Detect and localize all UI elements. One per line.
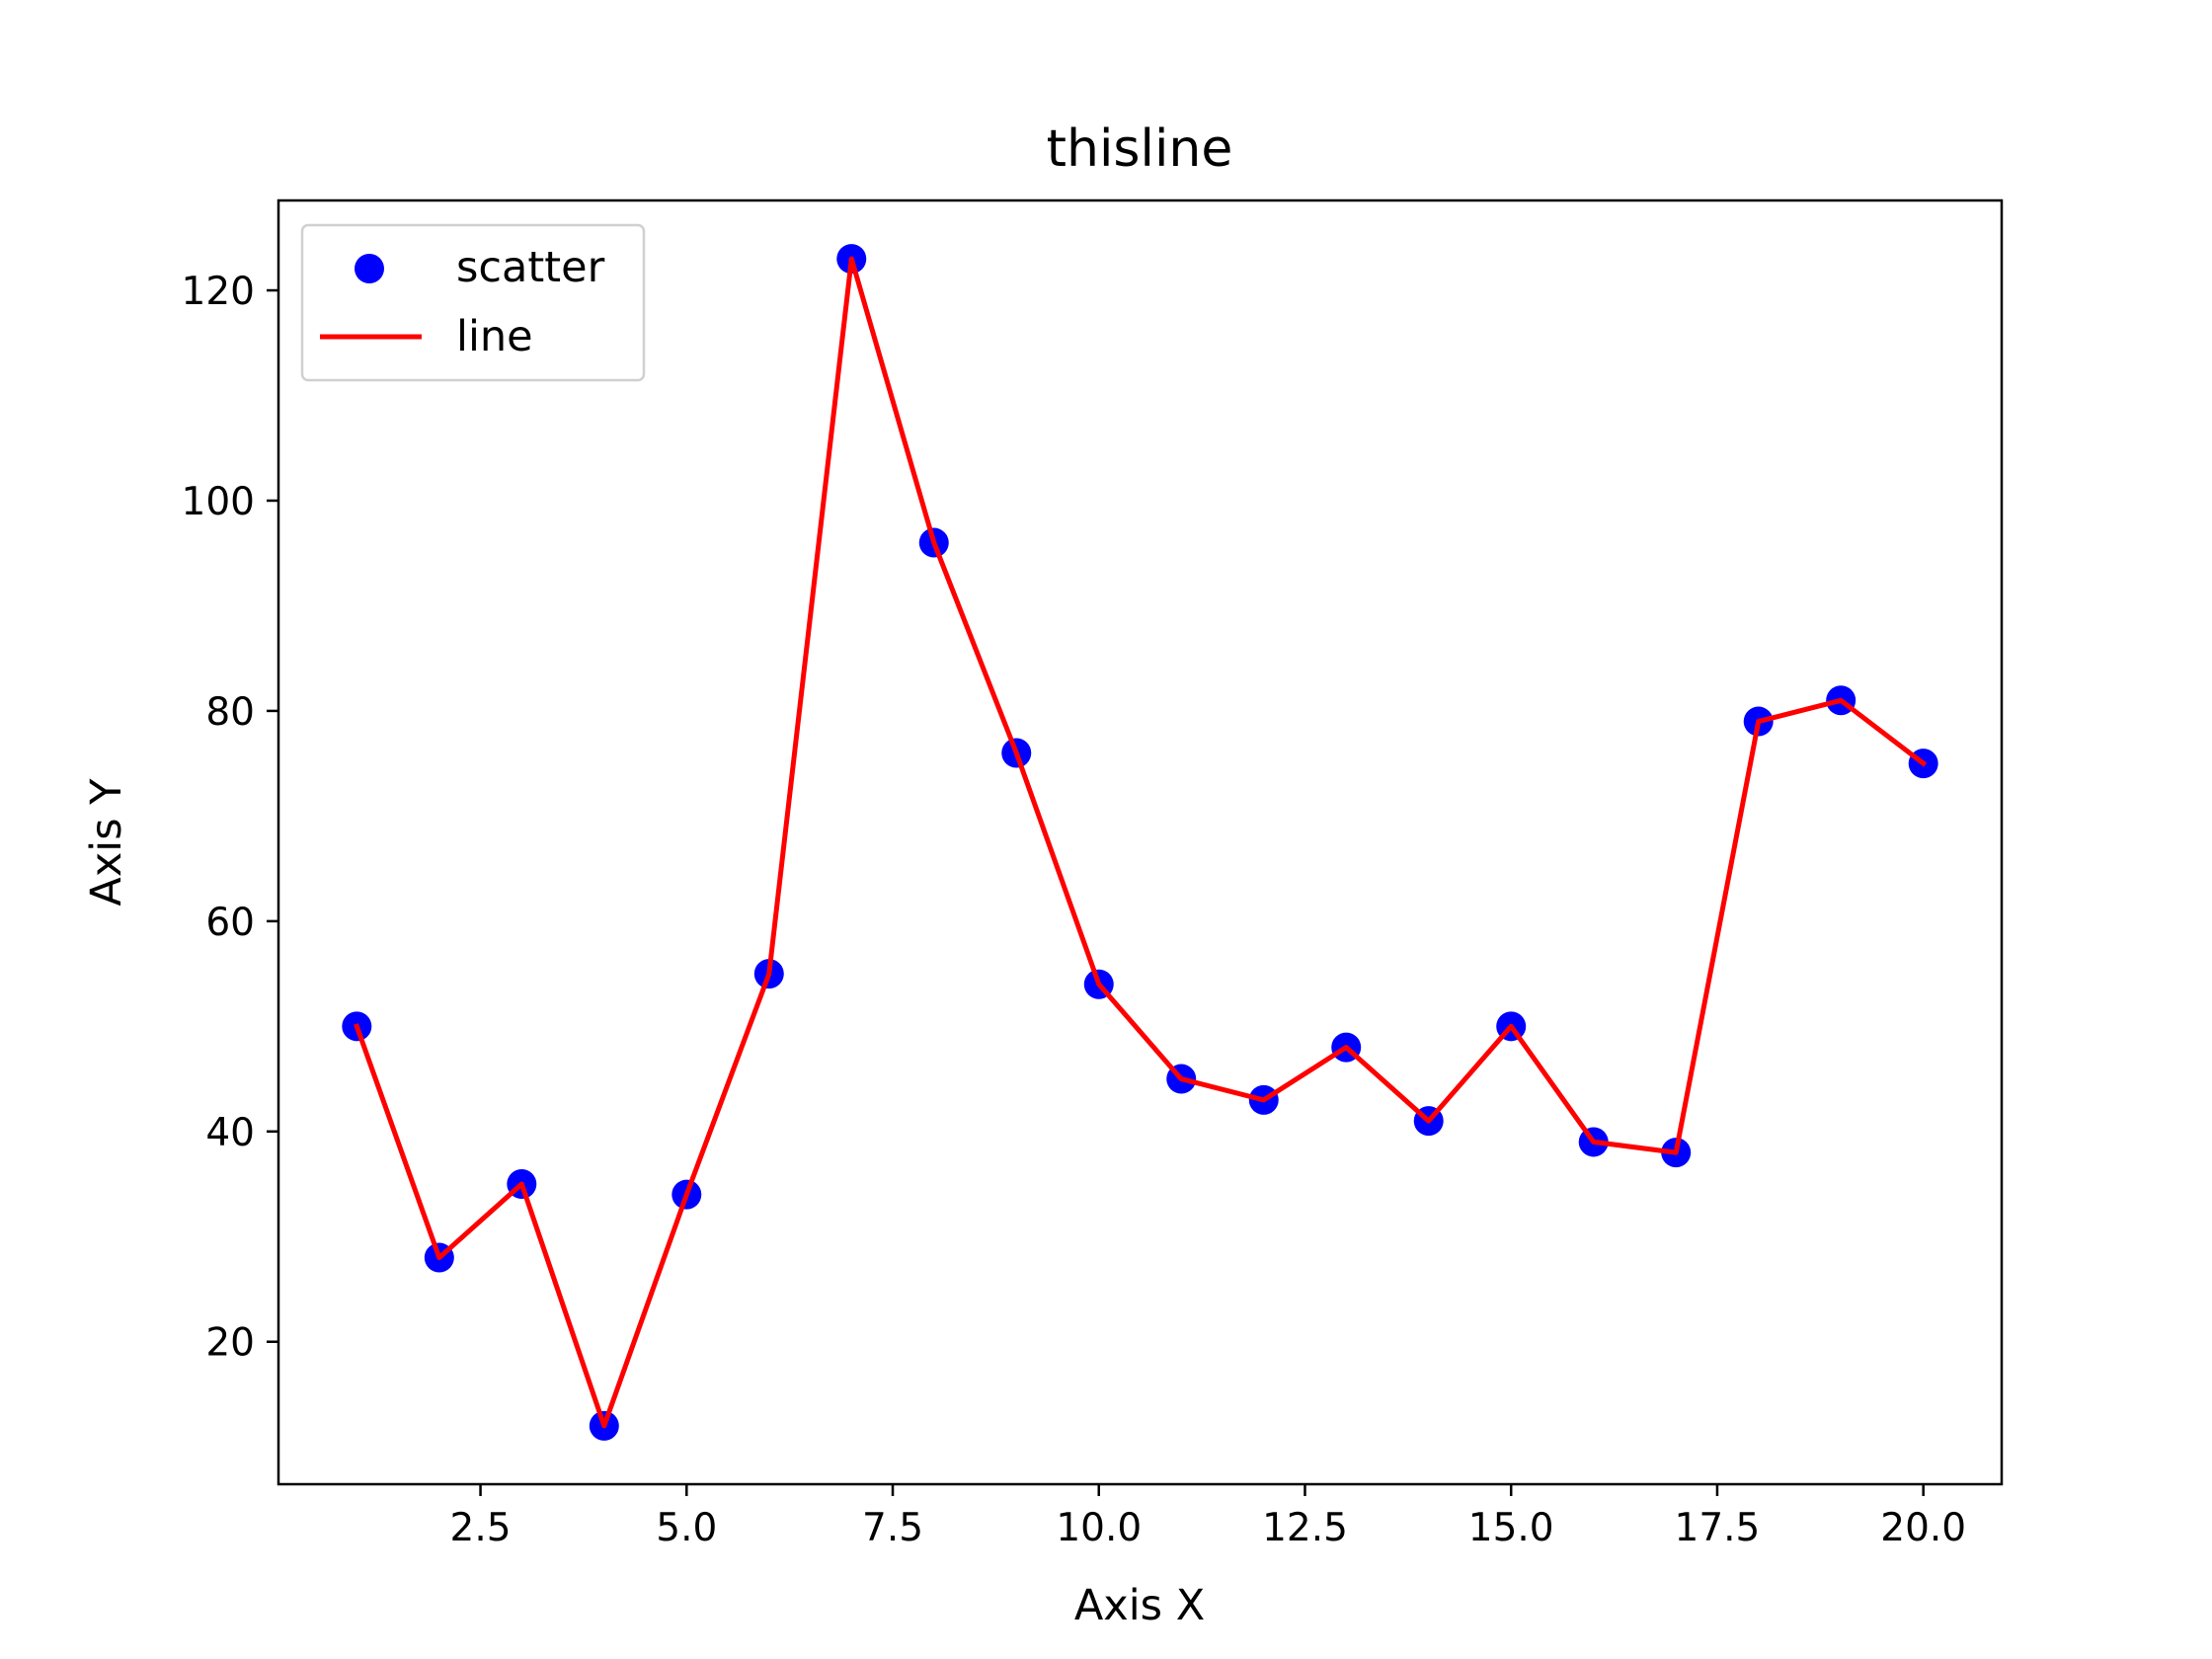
x-tick-label: 7.5	[862, 1506, 923, 1550]
x-axis-label: Axis X	[1074, 1581, 1205, 1630]
x-tick-label: 2.5	[450, 1506, 512, 1550]
chart-title: thisline	[1047, 119, 1233, 179]
x-tick-label: 10.0	[1056, 1506, 1142, 1550]
legend-label-line: line	[456, 312, 533, 361]
y-tick-label: 100	[182, 480, 255, 524]
y-tick-label: 40	[205, 1111, 255, 1155]
y-tick-label: 20	[205, 1321, 255, 1366]
legend: scatter line	[300, 223, 646, 382]
line-series	[354, 256, 1928, 1429]
y-axis-ticks: 20 40 60 80 100 120	[182, 270, 278, 1366]
x-tick-label: 15.0	[1468, 1506, 1554, 1550]
y-tick-label: 120	[182, 270, 255, 314]
x-tick-label: 17.5	[1675, 1506, 1761, 1550]
legend-scatter-marker	[355, 254, 384, 283]
y-tick-label: 60	[205, 901, 255, 945]
series-layer	[342, 244, 1938, 1441]
x-tick-label: 5.0	[656, 1506, 717, 1550]
plot-frame	[276, 198, 2004, 1486]
y-axis-label: Axis Y	[82, 778, 131, 907]
legend-box	[300, 223, 646, 382]
x-tick-label: 12.5	[1262, 1506, 1348, 1550]
y-tick-label: 80	[205, 690, 255, 735]
x-axis-ticks: 2.5 5.0 7.5 10.0 12.5 15.0 17.5 20.0	[450, 1484, 1966, 1550]
x-tick-label: 20.0	[1880, 1506, 1966, 1550]
legend-label-scatter: scatter	[456, 243, 605, 292]
